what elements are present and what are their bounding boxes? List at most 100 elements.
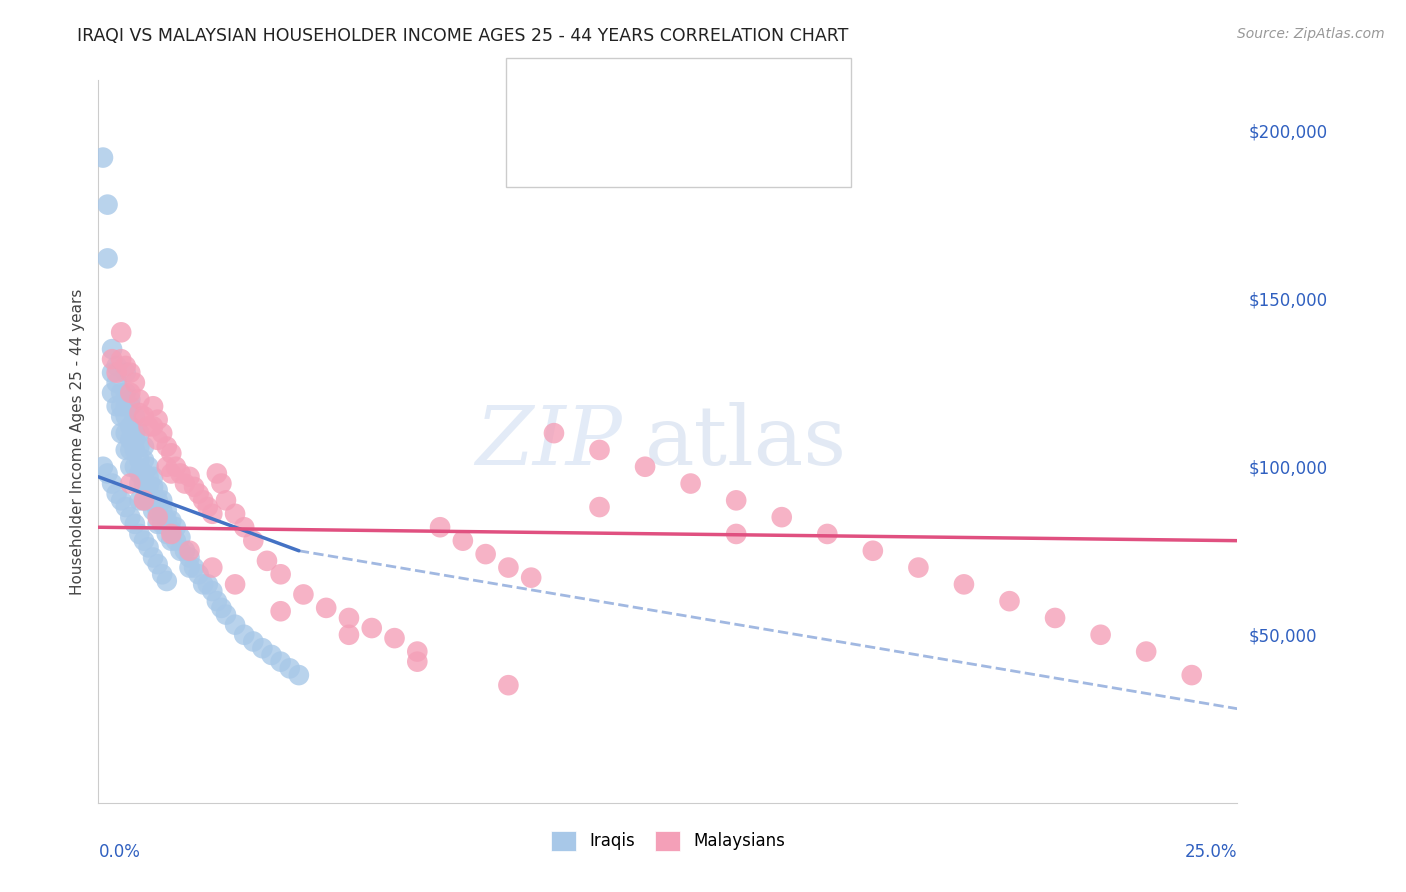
Point [96, 197, 118, 211]
Point [132, 409, 155, 424]
Text: Source: ZipAtlas.com: Source: ZipAtlas.com [1237, 27, 1385, 41]
Point [146, 516, 169, 531]
Text: R =: R = [569, 145, 609, 162]
Text: -0.226: -0.226 [614, 96, 679, 114]
Point [114, 442, 136, 457]
Point [201, 507, 224, 521]
Point [91, 459, 114, 474]
Point [128, 406, 150, 420]
Point [138, 493, 160, 508]
Point [142, 399, 165, 413]
Point [132, 493, 155, 508]
Point [146, 493, 169, 508]
Point [138, 459, 160, 474]
Point [132, 453, 155, 467]
Point [474, 547, 496, 561]
Point [101, 366, 124, 380]
Point [498, 678, 520, 692]
Point [128, 467, 150, 481]
Y-axis label: Householder Income Ages 25 - 44 years: Householder Income Ages 25 - 44 years [69, 288, 84, 595]
Point [124, 409, 146, 424]
Point [138, 419, 160, 434]
Point [156, 459, 179, 474]
Point [406, 644, 429, 658]
Point [120, 392, 142, 407]
Point [128, 453, 150, 467]
Text: N =: N = [703, 145, 742, 162]
Point [142, 470, 165, 484]
Point [233, 520, 256, 534]
Point [105, 359, 128, 373]
Point [124, 376, 146, 390]
Point [179, 543, 201, 558]
Point [146, 433, 169, 447]
Point [110, 493, 132, 508]
Text: R =: R = [569, 96, 609, 114]
Point [120, 399, 142, 413]
Point [114, 399, 136, 413]
Point [360, 621, 382, 635]
Point [242, 533, 264, 548]
Point [110, 352, 132, 367]
Point [187, 486, 209, 500]
Point [124, 442, 146, 457]
Point [201, 584, 224, 599]
Point [120, 385, 142, 400]
Point [91, 151, 114, 165]
Point [588, 500, 610, 514]
Point [128, 440, 150, 454]
Point [142, 503, 165, 517]
Point [114, 500, 136, 514]
Point [429, 520, 451, 534]
Point [114, 359, 136, 373]
Point [451, 533, 474, 548]
Point [953, 577, 976, 591]
Point [142, 493, 165, 508]
Point [169, 530, 191, 544]
Point [128, 493, 150, 508]
Point [124, 459, 146, 474]
Point [260, 648, 283, 662]
Point [270, 567, 292, 582]
Point [242, 634, 264, 648]
Point [256, 554, 278, 568]
Point [124, 426, 146, 441]
Point [315, 600, 337, 615]
Point [114, 409, 136, 424]
Point [209, 600, 232, 615]
Point [156, 574, 179, 588]
Point [165, 459, 187, 474]
Point [215, 493, 238, 508]
Point [120, 510, 142, 524]
Point [146, 558, 169, 572]
Point [146, 413, 169, 427]
Point [128, 527, 150, 541]
Point [179, 550, 201, 565]
Point [150, 503, 173, 517]
Point [215, 607, 238, 622]
Point [120, 442, 142, 457]
Point [138, 470, 160, 484]
Point [337, 628, 360, 642]
Point [498, 560, 520, 574]
Point [520, 571, 543, 585]
Point [725, 493, 748, 508]
Point [156, 440, 179, 454]
Point [160, 527, 183, 541]
Point [120, 366, 142, 380]
Point [201, 560, 224, 574]
Point [270, 604, 292, 618]
Point [114, 366, 136, 380]
Point [209, 476, 232, 491]
Point [160, 524, 183, 538]
Point [150, 426, 173, 441]
Point [114, 385, 136, 400]
Point [224, 617, 246, 632]
Point [193, 577, 215, 591]
Point [634, 459, 657, 474]
Point [288, 668, 311, 682]
Point [862, 543, 884, 558]
Point [120, 459, 142, 474]
Point [150, 516, 173, 531]
Point [337, 611, 360, 625]
